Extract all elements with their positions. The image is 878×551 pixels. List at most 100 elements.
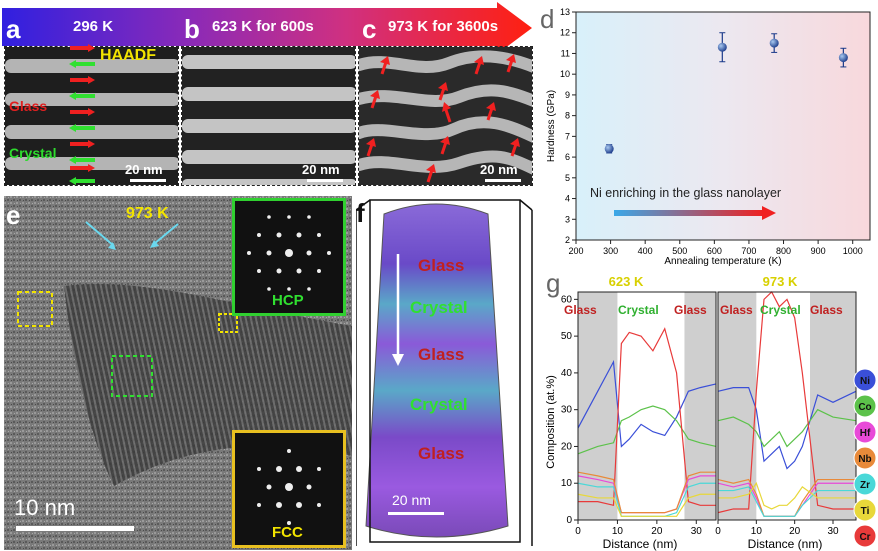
panel-e-scale-label: 10 nm — [14, 495, 76, 520]
composition-series-co — [577, 405, 717, 455]
hardness-y-tick-label: 12 — [560, 28, 570, 38]
hardness-y-tick-label: 9 — [565, 90, 570, 100]
panel-e-pointer-arrows — [85, 221, 179, 250]
hardness-x-tick-label: 800 — [776, 246, 791, 256]
composition-y-tick-label: 60 — [561, 294, 573, 305]
ni-enrichment-annotation: Ni enriching in the glass nanolayer — [590, 186, 781, 200]
panel-b-scale-label: 20 nm — [302, 162, 340, 177]
legend-label-hf: Hf — [860, 428, 871, 439]
hardness-x-tick-label: 200 — [568, 246, 583, 256]
g-right-glass-2: Glass — [810, 303, 843, 317]
composition-x-tick-label: 20 — [789, 526, 801, 537]
fcc-label: FCC — [272, 524, 303, 541]
composition-y-tick-label: 30 — [561, 405, 573, 416]
hardness-x-tick-label: 500 — [672, 246, 687, 256]
composition-series-zr — [718, 486, 856, 517]
hcp-label: HCP — [272, 292, 304, 309]
composition-y-tick-label: 40 — [561, 368, 573, 379]
panel-d-letter: d — [540, 4, 555, 34]
legend-label-ti: Ti — [861, 506, 870, 517]
panel-c-scale-bar — [485, 179, 521, 182]
composition-series-ni — [577, 359, 717, 448]
legend-label-zr: Zr — [860, 480, 870, 491]
g-right-glass-1: Glass — [720, 303, 753, 317]
panel-e-scale-bar — [16, 526, 134, 531]
hardness-x-tick-label: 1000 — [843, 246, 863, 256]
composition-x-tick-label: 30 — [691, 526, 703, 537]
hardness-y-tick-label: 5 — [565, 173, 570, 183]
composition-plot-frame — [577, 291, 717, 521]
panel-c-bands — [359, 47, 532, 185]
g-left-glass-1: Glass — [564, 303, 597, 317]
hardness-y-tick-label: 11 — [561, 48, 570, 58]
panel-a-glass-label: Glass — [9, 98, 48, 114]
panel-c-scale-label: 20 nm — [480, 162, 518, 177]
panel-b-letter: b — [184, 14, 200, 44]
panel-f-layer-3: Glass — [418, 345, 465, 364]
panel-a-scale-bar — [130, 179, 166, 182]
composition-x-tick-label: 0 — [715, 526, 721, 537]
fcc-fft-pattern — [257, 449, 321, 525]
legend-swatch-ti — [853, 498, 877, 522]
ni-enrichment-arrowhead — [762, 206, 776, 220]
composition-y-tick-label: 20 — [561, 441, 573, 452]
hardness-x-tick-label: 600 — [707, 246, 722, 256]
hardness-point — [604, 144, 614, 154]
composition-y-tick-label: 50 — [561, 331, 573, 342]
panel-f-layer-4: Crystal — [410, 395, 468, 414]
hardness-x-tick-label: 700 — [741, 246, 756, 256]
composition-series-co — [717, 408, 857, 448]
composition-x-tick-label: 10 — [751, 526, 763, 537]
ni-enrichment-bar — [614, 210, 764, 216]
legend-swatch-ni — [853, 368, 877, 392]
panel-f-scale-bar — [388, 512, 444, 515]
left-temp-label: 623 K — [609, 274, 644, 289]
panel-a-mode-label: HAADF — [100, 47, 156, 64]
hardness-y-tick-label: 2 — [565, 235, 570, 245]
panel-a-letter: a — [6, 14, 21, 44]
g-left-crystal: Crystal — [618, 303, 659, 317]
legend-label-nb: Nb — [858, 454, 871, 465]
hardness-y-tick-label: 10 — [560, 69, 570, 79]
hardness-x-tick-label: 900 — [811, 246, 826, 256]
panel-e-temperature: 973 K — [126, 205, 169, 222]
hardness-chart: 200 300 400 500 600 700 800 900 1000 2 3 4 5 6 7 8 9 10 11… — [546, 7, 871, 267]
hardness-x-tick-label: 400 — [638, 246, 653, 256]
panel-b-title: 623 K for 600s — [212, 18, 314, 35]
panel-c-micrograph — [358, 46, 533, 186]
composition-x-tick-label: 0 — [575, 526, 581, 537]
panel-a-crystal-label: Crystal — [9, 145, 57, 161]
g-right-crystal: Crystal — [760, 303, 801, 317]
legend-swatch-zr — [853, 472, 877, 496]
legend-swatch-hf — [853, 420, 877, 444]
composition-y-tick-label: 0 — [566, 515, 572, 526]
panel-a-layer-arrows — [69, 44, 95, 185]
legend-swatch-nb — [853, 446, 877, 470]
panel-a-scale-label: 20 nm — [125, 162, 163, 177]
panel-f-apt-tip — [356, 199, 533, 546]
panel-f-scale-label: 20 nm — [392, 492, 431, 508]
panel-f-layer-1: Glass — [418, 256, 465, 275]
panel-b-micrograph — [181, 46, 356, 186]
right-temp-label: 973 K — [763, 274, 798, 289]
panel-a-bands — [5, 47, 178, 185]
composition-series-ti — [577, 493, 716, 517]
fcc-fft-inset — [232, 430, 346, 548]
hardness-y-axis-label: Hardness (GPa) — [546, 90, 557, 162]
hardness-y-tick-label: 13 — [560, 7, 570, 17]
legend-label-ni: Ni — [860, 376, 870, 387]
hardness-x-tick-label: 300 — [603, 246, 618, 256]
panel-c-letter: c — [362, 14, 377, 44]
composition-series-cr — [717, 291, 856, 514]
composition-series-ti — [718, 481, 856, 510]
g-left-x-label: Distance (nm) — [603, 537, 678, 551]
hardness-point — [838, 53, 848, 63]
panel-f-layer-5: Glass — [418, 444, 465, 463]
panel-b-scale-bar — [307, 179, 343, 182]
panel-e-letter: e — [6, 200, 21, 230]
panel-c-diffusion-arrows — [366, 54, 520, 183]
legend-swatch-cr — [853, 524, 877, 548]
composition-x-tick-label: 30 — [827, 526, 839, 537]
temperature-arrow-header — [2, 2, 532, 54]
panel-f-letter: f — [356, 198, 365, 228]
